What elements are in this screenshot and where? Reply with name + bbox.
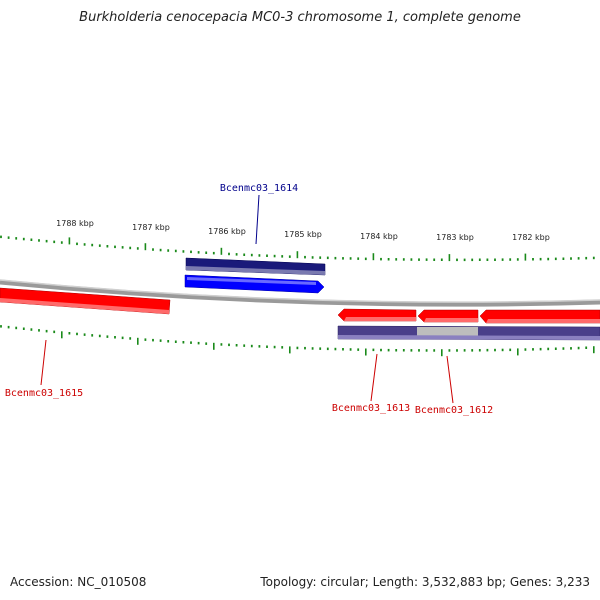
scale-label: 1784 kbp — [360, 232, 398, 241]
gene-label-bcenmc03-1615: Bcenmc03_1615 — [5, 388, 83, 399]
scale-labels: 1788 kbp 1787 kbp 1786 kbp 1785 kbp 1784… — [56, 219, 550, 242]
scale-label: 1783 kbp — [436, 233, 474, 242]
scale-label: 1788 kbp — [56, 219, 94, 228]
cds-reverse-bar-highlight — [338, 335, 600, 340]
gene-label-bcenmc03-1612: Bcenmc03_1612 — [415, 405, 493, 416]
leader-bcenmc03-1614 — [255, 194, 260, 245]
scale-label: 1786 kbp — [208, 227, 246, 236]
chromosome-backbone — [0, 279, 600, 307]
gene-label-bcenmc03-1614: Bcenmc03_1614 — [220, 183, 298, 194]
genome-stats-text: Topology: circular; Length: 3,532,883 bp… — [260, 575, 590, 589]
gene-bcenmc03-1615-arrow-highlight — [0, 298, 169, 314]
gene-label-bcenmc03-1613: Bcenmc03_1613 — [332, 403, 410, 414]
leader-bcenmc03-1612 — [446, 355, 454, 404]
scale-label: 1787 kbp — [132, 223, 170, 232]
gene-bcenmc03-1614-arrow-highlight — [187, 277, 316, 285]
leader-bcenmc03-1613 — [370, 353, 378, 402]
accession-text: Accession: NC_010508 — [10, 575, 147, 589]
scale-ticks-bottom — [0, 325, 595, 357]
gene-next-arrow-highlight — [486, 319, 600, 323]
gene-bcenmc03-1614-cds-highlight — [186, 266, 325, 275]
gene-bcenmc03-1613-arrow-highlight — [344, 317, 416, 321]
chromosome-backbone-highlight — [0, 279, 600, 303]
gene-bcenmc03-1612-arrow-highlight — [424, 318, 478, 322]
map-title: Burkholderia cenocepacia MC0-3 chromosom… — [79, 10, 521, 25]
scale-label: 1782 kbp — [512, 233, 550, 242]
scale-label: 1785 kbp — [284, 230, 322, 239]
leader-bcenmc03-1615 — [40, 339, 47, 386]
scale-ticks-top — [0, 235, 595, 262]
